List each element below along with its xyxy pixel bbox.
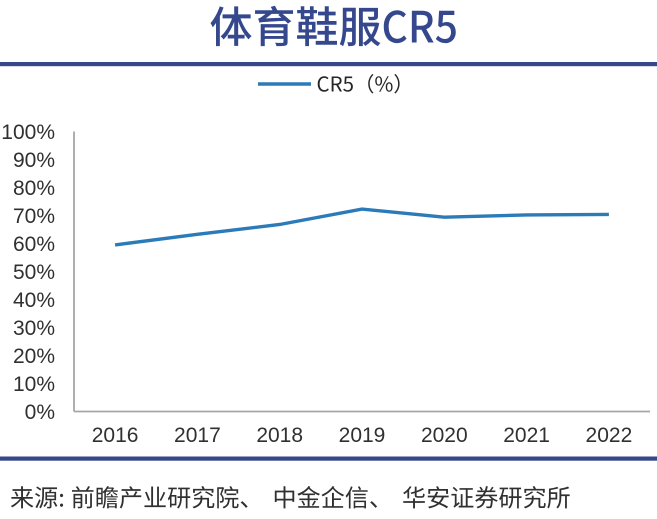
svg-text:2017: 2017: [174, 424, 221, 447]
svg-text:20%: 20%: [13, 345, 55, 368]
svg-text:60%: 60%: [13, 233, 55, 256]
svg-text:2021: 2021: [503, 424, 550, 447]
svg-text:80%: 80%: [13, 177, 55, 200]
svg-text:70%: 70%: [13, 205, 55, 228]
svg-text:2020: 2020: [421, 424, 468, 447]
svg-text:10%: 10%: [13, 373, 55, 396]
svg-text:30%: 30%: [13, 317, 55, 340]
svg-text:40%: 40%: [13, 289, 55, 312]
svg-text:90%: 90%: [13, 149, 55, 172]
svg-text:2019: 2019: [339, 424, 386, 447]
svg-text:2022: 2022: [586, 424, 633, 447]
svg-text:0%: 0%: [25, 401, 55, 424]
svg-text:2018: 2018: [256, 424, 303, 447]
svg-text:50%: 50%: [13, 261, 55, 284]
svg-text:100%: 100%: [1, 121, 55, 144]
svg-text:2016: 2016: [92, 424, 139, 447]
